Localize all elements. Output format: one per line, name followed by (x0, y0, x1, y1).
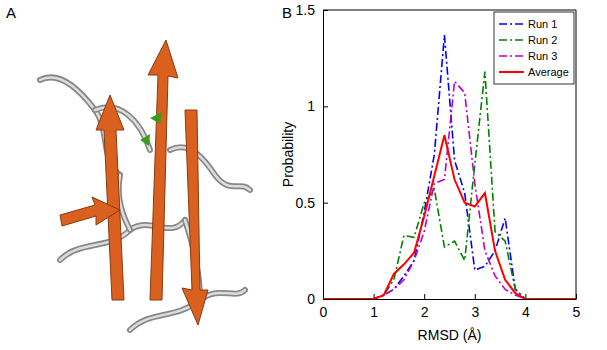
tick-mark (323, 299, 328, 300)
tick-mark (576, 294, 577, 299)
legend-label: Run 3 (528, 50, 557, 62)
protein-cartoon (40, 40, 250, 330)
legend-swatch (499, 23, 524, 25)
x-axis: 0 1 2 3 4 5 (320, 294, 581, 320)
tick: 2 (421, 294, 429, 320)
y-axis: 0 0.5 1 1.5 (296, 2, 328, 307)
tick-mark (323, 203, 328, 204)
axis-line (323, 11, 324, 300)
tick-label: 1 (370, 304, 378, 320)
tick: 3 (471, 294, 479, 320)
beta-strand (60, 197, 120, 226)
legend-swatch (499, 55, 524, 57)
coil-highlight (60, 220, 185, 260)
x-axis-title: RMSD (Å) (418, 327, 482, 343)
legend-label: Average (528, 66, 569, 78)
tick-label: 0 (307, 291, 315, 307)
plot-frame (323, 10, 576, 299)
legend-label: Run 2 (528, 34, 557, 46)
tick: 1 (307, 98, 328, 114)
panel-label: B (282, 4, 292, 21)
tick-mark (323, 10, 328, 11)
plot-area (323, 35, 576, 299)
series-line (323, 135, 576, 299)
tick-mark (475, 294, 476, 299)
coil (60, 220, 185, 260)
helix-turn (140, 112, 162, 146)
coil (170, 147, 250, 190)
panel-label: A (6, 4, 16, 21)
series-line (323, 81, 576, 299)
legend-box (494, 12, 574, 84)
beta-strand (96, 95, 124, 300)
tick-label: 5 (573, 304, 581, 320)
legend-swatch (499, 39, 524, 41)
axis-line (324, 299, 577, 300)
tick-label: 1 (307, 98, 315, 114)
tick-label: 4 (522, 304, 530, 320)
tick-mark (424, 294, 425, 299)
legend-label: Run 1 (528, 18, 557, 30)
tick-label: 0 (320, 304, 328, 320)
tick: 0.5 (296, 195, 328, 211)
tick-label: 0.5 (296, 195, 316, 211)
beta-strand (182, 110, 208, 325)
y-axis-title: Probability (280, 122, 296, 187)
series-line (323, 35, 576, 299)
tick-label: 3 (471, 304, 479, 320)
tick-label: 1.5 (296, 2, 316, 18)
series-line (323, 72, 576, 299)
coil-highlight (170, 147, 250, 190)
legend-swatch (499, 71, 524, 73)
figure: A B 0 1 2 3 4 5 0 0.5 1 1.5 RMSD (Å) Probability Run 1… (0, 0, 607, 350)
tick-mark (323, 106, 328, 107)
beta-strand (148, 40, 178, 300)
tick: 1.5 (296, 2, 328, 18)
tick: 5 (573, 294, 581, 320)
legend: Run 1 Run 2 Run 3 Average (494, 12, 574, 84)
tick-label: 2 (421, 304, 429, 320)
